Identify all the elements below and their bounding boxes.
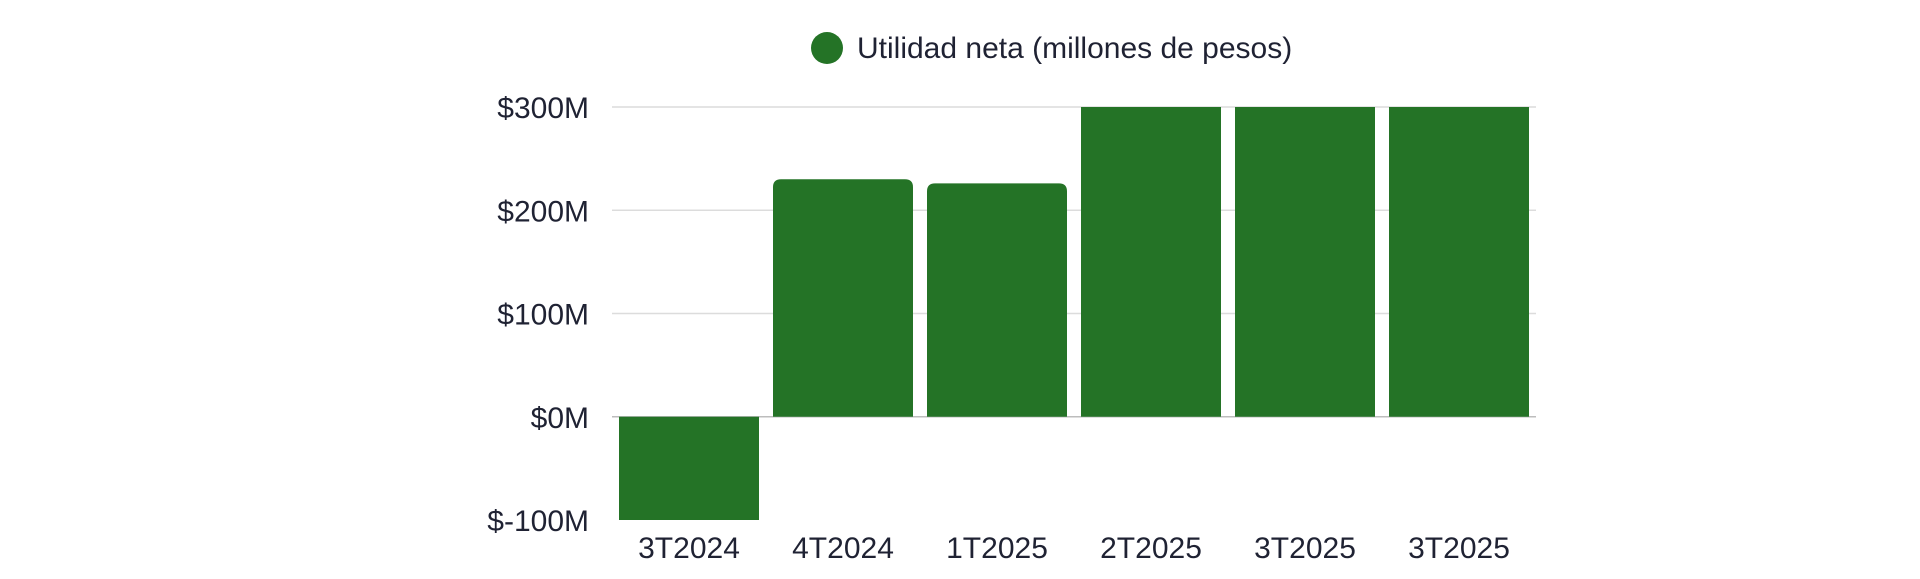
y-tick-label: $0M xyxy=(531,402,589,435)
gridlines xyxy=(612,106,1536,418)
y-tick-label: $-100M xyxy=(487,505,589,538)
x-tick-label: 3T2025 xyxy=(1408,532,1510,565)
bar-0[interactable] xyxy=(619,416,759,520)
bar-4[interactable] xyxy=(1235,107,1375,417)
x-tick-label: 4T2024 xyxy=(792,532,894,565)
legend: Utilidad neta (millones de pesos) xyxy=(811,32,1292,65)
bar-1[interactable] xyxy=(773,179,913,417)
y-axis-ticks: $300M $200M $100M $0M $-100M xyxy=(487,92,589,538)
bars xyxy=(619,107,1529,520)
y-tick-label: $200M xyxy=(497,195,589,228)
x-tick-label: 1T2025 xyxy=(946,532,1048,565)
x-tick-label: 3T2024 xyxy=(638,532,740,565)
x-tick-label: 2T2025 xyxy=(1100,532,1202,565)
x-axis-ticks: 3T2024 4T2024 1T2025 2T2025 3T2025 3T2025 xyxy=(638,532,1510,565)
legend-swatch xyxy=(811,32,843,64)
legend-label: Utilidad neta (millones de pesos) xyxy=(857,32,1292,65)
bar-5[interactable] xyxy=(1389,107,1529,417)
bar-2[interactable] xyxy=(927,183,1067,417)
bar-3[interactable] xyxy=(1081,107,1221,417)
y-tick-label: $300M xyxy=(497,92,589,125)
y-tick-label: $100M xyxy=(497,299,589,332)
x-tick-label: 3T2025 xyxy=(1254,532,1356,565)
